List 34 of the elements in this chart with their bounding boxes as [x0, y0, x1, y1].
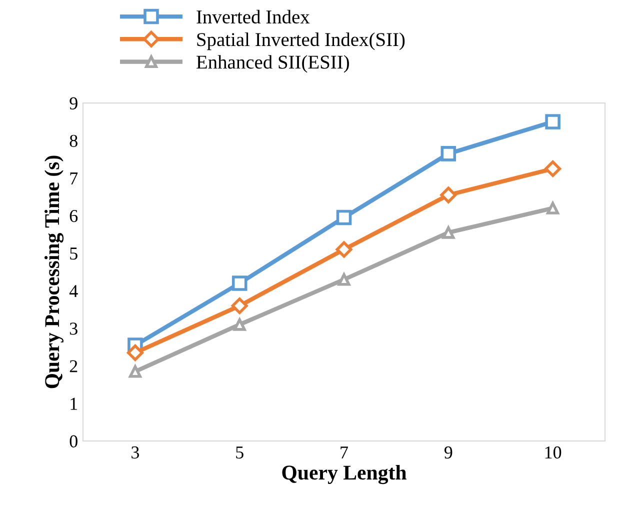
y-tick-label: 1: [70, 398, 78, 410]
point: [440, 186, 457, 204]
y-tick-label: 5: [70, 248, 78, 260]
point: [336, 210, 352, 226]
legend-label: Enhanced SII(ESII): [196, 55, 349, 73]
y-tick-label: 7: [70, 172, 78, 184]
x-tick-label: 7: [340, 446, 348, 458]
y-axis-title: Query Processing Time (s): [44, 156, 64, 388]
x-tick-label: 3: [132, 446, 140, 459]
x-tick-label: 9: [444, 446, 452, 459]
point: [545, 114, 560, 130]
x-tick-label: 10: [545, 446, 562, 459]
legend-label: Spatial Inverted Index(SII): [197, 32, 405, 50]
point: [233, 318, 246, 331]
legend-label: Inverted Index: [196, 10, 310, 24]
point: [232, 276, 248, 291]
point: [231, 298, 248, 314]
point: [128, 365, 142, 378]
x-tick-label: 5: [236, 446, 244, 459]
point: [338, 273, 350, 286]
x-axis-title: Query Length: [282, 465, 406, 484]
y-tick-label: 6: [70, 210, 78, 222]
point: [336, 241, 352, 258]
point: [546, 202, 560, 214]
y-tick-label: 9: [70, 97, 78, 110]
y-tick-label: 0: [70, 435, 78, 448]
point: [440, 146, 456, 162]
y-tick-label: 2: [70, 360, 78, 372]
y-tick-label: 3: [70, 322, 78, 335]
y-tick-label: 4: [69, 285, 78, 298]
point: [126, 344, 144, 362]
y-tick-label: 8: [70, 134, 78, 147]
point: [544, 160, 562, 177]
point: [442, 226, 455, 239]
